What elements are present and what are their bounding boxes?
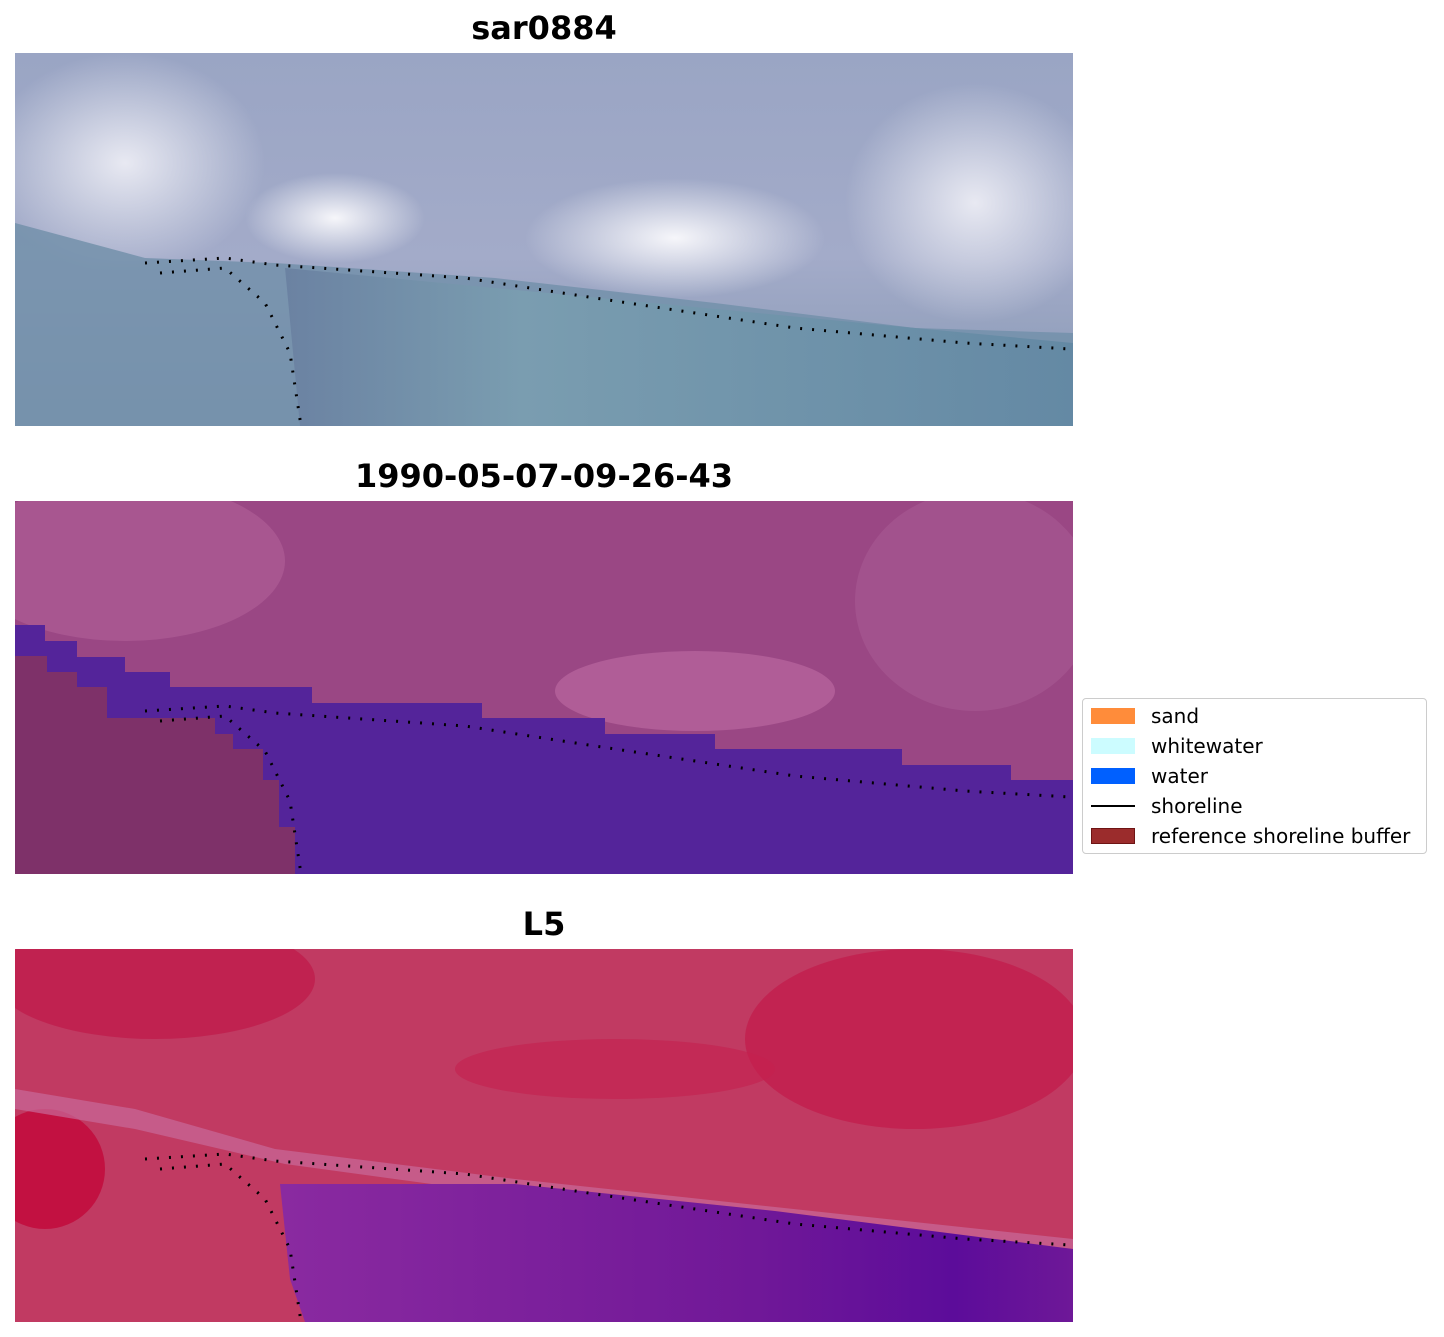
- panel-title-date: 1990-05-07-09-26-43: [354, 457, 734, 495]
- legend-label: water: [1151, 764, 1208, 788]
- low-index-water-region: [280, 1184, 1073, 1322]
- legend-label: whitewater: [1151, 734, 1263, 758]
- legend-label: sand: [1151, 704, 1200, 728]
- legend-label: shoreline: [1151, 794, 1243, 818]
- legend-item-reference-buffer: reference shoreline buffer: [1091, 824, 1410, 848]
- sand-swatch: [1091, 708, 1135, 724]
- legend-label: reference shoreline buffer: [1151, 824, 1411, 848]
- rgb-image-panel: [15, 53, 1073, 426]
- legend-item-water: water: [1091, 764, 1208, 788]
- legend-item-shoreline: shoreline: [1091, 794, 1243, 818]
- shoreline-swatch: [1091, 805, 1135, 807]
- panel-title-sar0884: sar0884: [471, 9, 617, 47]
- legend-item-whitewater: whitewater: [1091, 734, 1263, 758]
- whitewater-swatch: [1091, 738, 1135, 754]
- classified-image-panel: [15, 501, 1073, 874]
- water-swatch: [1091, 768, 1135, 784]
- reference-shoreline-buffer-region: [15, 656, 295, 874]
- panel-title-l5: L5: [522, 905, 566, 943]
- index-image-panel: [15, 949, 1073, 1322]
- reference-buffer-swatch: [1091, 828, 1135, 844]
- legend: sand whitewater water shoreline referenc…: [1082, 698, 1427, 854]
- legend-item-sand: sand: [1091, 704, 1199, 728]
- water-class-region: [15, 625, 1073, 874]
